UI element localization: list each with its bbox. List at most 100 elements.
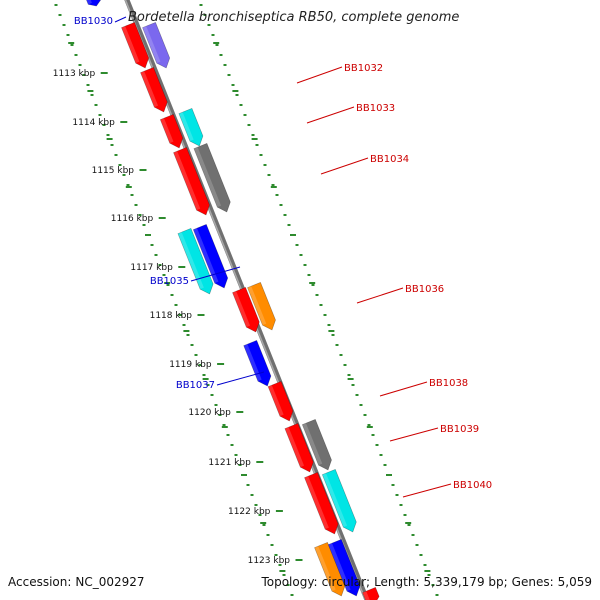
gene-shade — [302, 423, 323, 466]
gene-features — [84, 0, 380, 600]
genes-label: Genes: — [511, 575, 554, 589]
gene-group — [304, 472, 339, 535]
gene-group — [327, 539, 361, 597]
gene-shade — [177, 232, 204, 290]
gene-arrow — [142, 22, 171, 69]
gene-shade — [322, 473, 348, 528]
accession-info: Accession: NC_002927 — [8, 575, 145, 589]
genes-value: 5,059 — [557, 575, 592, 589]
gene-shade — [284, 427, 305, 468]
gene-shade — [178, 112, 194, 142]
label-leader — [216, 371, 265, 386]
gene-shade — [121, 26, 140, 64]
gene-label: BB1039 — [440, 424, 479, 435]
gene-group — [232, 287, 260, 333]
topology-label: Topology: — [261, 575, 318, 589]
label-leader — [320, 157, 369, 175]
gene-group — [314, 542, 346, 597]
gene-group — [173, 147, 210, 216]
scale-label: 1118 kbp — [150, 311, 193, 321]
tick-ring-left — [54, 4, 294, 596]
gene-label: BB1036 — [405, 284, 444, 295]
gene-label: BB1033 — [356, 103, 395, 114]
gene-group — [247, 282, 276, 331]
gene-arrow — [140, 67, 168, 113]
tick-ring-right — [199, 4, 439, 596]
gene-label: BB1034 — [370, 154, 409, 165]
gene-label: BB1037 — [176, 380, 215, 391]
label-leader — [379, 381, 428, 397]
scale-label: 1122 kbp — [228, 507, 271, 517]
gene-group — [321, 469, 357, 533]
gene-arrow — [301, 419, 332, 471]
gene-arrow — [159, 114, 184, 149]
map-title: Bordetella bronchiseptica RB50, complete… — [128, 10, 460, 25]
gene-group — [267, 381, 294, 422]
gene-arrow — [193, 143, 231, 213]
scale-label: 1116 kbp — [111, 214, 154, 224]
label-leader — [389, 427, 439, 442]
label-leader — [114, 16, 127, 23]
gene-group — [284, 423, 314, 473]
gene-shade — [268, 385, 284, 417]
gene-group — [243, 340, 272, 387]
gene-group — [84, 0, 102, 7]
gene-group — [159, 114, 184, 149]
gene-group — [193, 143, 231, 213]
gene-group — [142, 22, 171, 69]
gene-arrow — [192, 224, 229, 289]
label-leader — [402, 483, 452, 498]
gene-shade — [85, 0, 92, 5]
gene-shade — [304, 476, 329, 530]
kbp-scale: 1113 kbp 1114 kbp 1115 kbp 1116 kbp 1117 kbp… — [53, 69, 303, 566]
length-value: 5,339,179 bp; — [423, 575, 508, 589]
gene-shade — [232, 291, 251, 328]
gene-shade — [243, 344, 262, 382]
gene-label: BB1040 — [453, 480, 492, 491]
gene-group — [192, 224, 229, 289]
accession-value: NC_002927 — [75, 575, 145, 589]
gene-shade — [193, 228, 219, 284]
gene-label: BB1038 — [429, 378, 468, 389]
gene-shade — [193, 147, 222, 208]
gene-arrow — [267, 381, 294, 422]
gene-arrow — [314, 542, 346, 597]
length-label: Length: — [374, 575, 420, 589]
gene-label: BB1035 — [150, 276, 189, 287]
gene-arrow — [173, 147, 210, 216]
gene-label: BB1030 — [74, 16, 113, 27]
gene-group — [140, 67, 168, 113]
accession-label: Accession: — [8, 575, 72, 589]
label-leader — [306, 106, 355, 124]
gene-shade — [247, 286, 267, 326]
gene-shade — [140, 71, 159, 108]
scale-label: 1120 kbp — [188, 408, 231, 418]
gene-group — [121, 22, 150, 69]
scale-label: 1121 kbp — [208, 458, 251, 468]
gene-arrow — [321, 469, 357, 533]
gene-group — [301, 419, 332, 471]
gene-arrow — [243, 340, 272, 387]
gene-group — [178, 108, 204, 147]
topology-value: circular; — [321, 575, 371, 589]
gene-shade — [142, 26, 161, 64]
gene-arrow — [121, 22, 150, 69]
gene-arrow — [247, 282, 276, 331]
scale-label: 1115 kbp — [92, 166, 135, 176]
scale-label: 1113 kbp — [53, 69, 96, 79]
genome-stats: Topology: circular; Length: 5,339,179 bp; Ge… — [261, 575, 592, 589]
gene-arrow — [232, 287, 260, 333]
gene-shade — [314, 546, 336, 592]
gene-shade — [160, 118, 174, 144]
gene-arrow — [327, 539, 361, 597]
gene-shade — [362, 591, 370, 600]
gene-shade — [328, 543, 351, 592]
scale-label: 1123 kbp — [248, 556, 291, 566]
label-leader — [190, 266, 241, 282]
gene-arrow — [304, 472, 339, 535]
scale-label: 1114 kbp — [72, 118, 115, 128]
gene-label: BB1032 — [344, 63, 383, 74]
scale-label: 1119 kbp — [169, 360, 212, 370]
gene-arrow — [284, 423, 314, 473]
